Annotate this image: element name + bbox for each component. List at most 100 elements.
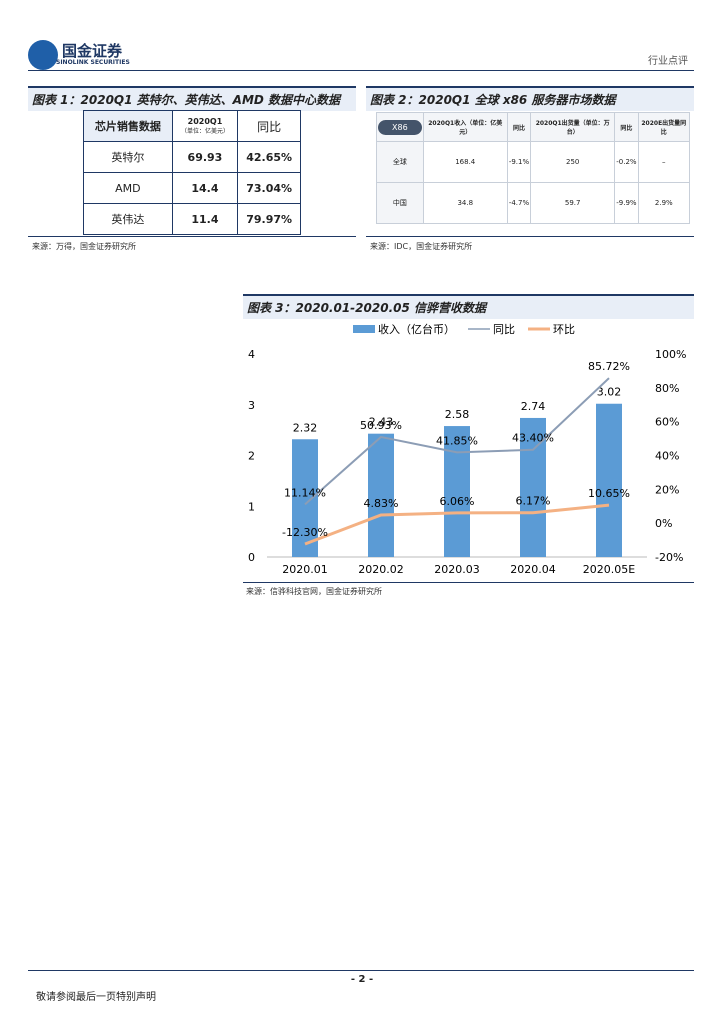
source: 来源：万得，国金证券研究所 xyxy=(32,242,136,251)
x-tick-label: 2020.05E xyxy=(583,563,635,576)
table-cell: -4.7% xyxy=(506,182,532,224)
table-cell: 42.65% xyxy=(237,141,301,173)
y2-tick-label: 40% xyxy=(655,450,679,463)
header-cell: 2020E出货量同比 xyxy=(637,112,691,142)
report-type: 行业点评 xyxy=(648,56,688,67)
header-cell: X86 xyxy=(376,112,424,142)
table-cell: 168.4 xyxy=(422,141,508,183)
data-label: 10.65% xyxy=(588,487,630,500)
table-cell: 英伟达 xyxy=(83,203,173,235)
header-cell: 2020Q1 （单位：亿美元） xyxy=(171,110,239,142)
y2-tick-label: 0% xyxy=(655,517,672,530)
data-label: 2.74 xyxy=(521,400,546,413)
table-cell: 250 xyxy=(530,141,616,183)
table-cell: 79.97% xyxy=(237,203,301,235)
header-cell: 同比 xyxy=(506,112,532,142)
y-tick-label: 1 xyxy=(248,500,255,513)
data-label: 50.93% xyxy=(360,419,402,432)
table-cell: 11.4 xyxy=(171,203,239,235)
logo-icon xyxy=(28,40,58,70)
table-row: 中国 34.8 -4.7% 59.7 -9.9% 2.9% xyxy=(376,182,691,224)
table-cell: 14.4 xyxy=(171,172,239,204)
header-rule xyxy=(28,70,694,71)
table-row: 英伟达 11.4 79.97% xyxy=(83,203,301,235)
table: 芯片销售数据 2020Q1 （单位：亿美元） 同比 英特尔 69.93 42.65% AMD 1… xyxy=(83,110,301,235)
header-text: 2020Q1出货量（单位：万台） xyxy=(535,120,610,136)
data-label: 11.14% xyxy=(284,486,326,499)
line xyxy=(304,377,610,506)
data-label: 85.72% xyxy=(588,360,630,373)
bar xyxy=(444,426,470,557)
line xyxy=(304,503,610,546)
y2-tick-label: 100% xyxy=(655,348,686,361)
figure-title: 图表 2：2020Q1 全球 x86 服务器市场数据 xyxy=(366,86,694,111)
footer-rule xyxy=(28,970,694,971)
chart: 0 1 2 3 4 -20% 0% 20% 40% 60% 80% 100% 2020.01 2020.0… xyxy=(248,322,686,576)
bar xyxy=(368,433,394,557)
y2-tick-label: 80% xyxy=(655,382,679,395)
y2-tick-label: 20% xyxy=(655,483,679,496)
legend-label: 收入（亿台币） xyxy=(378,322,455,336)
data-label: 41.85% xyxy=(436,434,478,447)
figure-title: 图表 1：2020Q1 英特尔、英伟达、AMD 数据中心数据 xyxy=(28,86,356,111)
data-label: 4.83% xyxy=(364,497,399,510)
y2-tick-label: -20% xyxy=(655,551,683,564)
table-cell: – xyxy=(637,141,691,183)
table-cell: 69.93 xyxy=(171,141,239,173)
bar xyxy=(596,403,622,557)
data-label: 43.40% xyxy=(512,432,554,445)
header-cell: 2020Q1出货量（单位：万台） xyxy=(530,112,616,142)
x-tick-label: 2020.03 xyxy=(434,563,480,576)
legend-swatch xyxy=(353,325,375,333)
header-text: 同比 xyxy=(512,124,525,132)
rule xyxy=(28,236,356,237)
table-cell: 59.7 xyxy=(530,182,616,224)
legend-label: 同比 xyxy=(493,323,515,336)
figure-title: 图表 3：2020.01-2020.05 信骅营收数据 xyxy=(243,294,694,319)
x-tick-label: 2020.02 xyxy=(358,563,404,576)
data-label: 2.43 xyxy=(369,416,394,429)
table-row: 芯片销售数据 2020Q1 （单位：亿美元） 同比 xyxy=(83,110,301,142)
disclaimer: 敬请参阅最后一页特别声明 xyxy=(36,992,156,1003)
x-tick-label: 2020.01 xyxy=(282,563,328,576)
table-row: 英特尔 69.93 42.65% xyxy=(83,141,301,173)
table-cell: -9.9% xyxy=(614,182,639,224)
table-row: 全球 168.4 -9.1% 250 -0.2% – xyxy=(376,141,691,183)
header-cell: 2020Q1收入（单位：亿美元） xyxy=(422,112,508,142)
y2-tick-label: 60% xyxy=(655,416,679,429)
header-cell: 芯片销售数据 xyxy=(83,110,173,142)
table-row: AMD 14.4 73.04% xyxy=(83,172,301,204)
y-tick-label: 2 xyxy=(248,450,255,463)
y-tick-label: 4 xyxy=(248,348,255,361)
legend-label: 环比 xyxy=(553,323,575,336)
rule xyxy=(243,582,694,583)
header-text: （单位：亿美元） xyxy=(180,128,229,135)
logo-cn: 国金证券 xyxy=(62,42,123,60)
logo-en: SINOLINK SECURITIES xyxy=(56,59,130,66)
data-label: -12.30% xyxy=(282,526,328,539)
table-cell: 中国 xyxy=(376,182,424,224)
y-tick-label: 0 xyxy=(248,551,255,564)
table-row: X86 2020Q1收入（单位：亿美元） 同比 2020Q1出货量（单位：万台） 同比 2… xyxy=(376,112,691,142)
header-text: X86 xyxy=(378,119,422,135)
x-tick-label: 2020.04 xyxy=(510,563,556,576)
table-cell: -0.2% xyxy=(614,141,639,183)
data-label: 6.17% xyxy=(516,495,551,508)
table-cell: 2.9% xyxy=(637,182,691,224)
rule xyxy=(366,236,694,237)
table-cell: 73.04% xyxy=(237,172,301,204)
table: X86 2020Q1收入（单位：亿美元） 同比 2020Q1出货量（单位：万台） 同比 2… xyxy=(376,112,691,224)
table-cell: -9.1% xyxy=(506,141,532,183)
data-label: 2.58 xyxy=(445,408,470,421)
page-number: - 2 - xyxy=(350,974,374,985)
data-label: 3.02 xyxy=(597,386,622,399)
header-cell: 同比 xyxy=(614,112,639,142)
table-cell: AMD xyxy=(83,172,173,204)
header-text: 2020E出货量同比 xyxy=(641,120,687,136)
bar xyxy=(292,439,318,557)
y-tick-label: 3 xyxy=(248,399,255,412)
table-cell: 34.8 xyxy=(422,182,508,224)
data-label: 2.32 xyxy=(293,421,318,434)
header-cell: 同比 xyxy=(237,110,301,142)
